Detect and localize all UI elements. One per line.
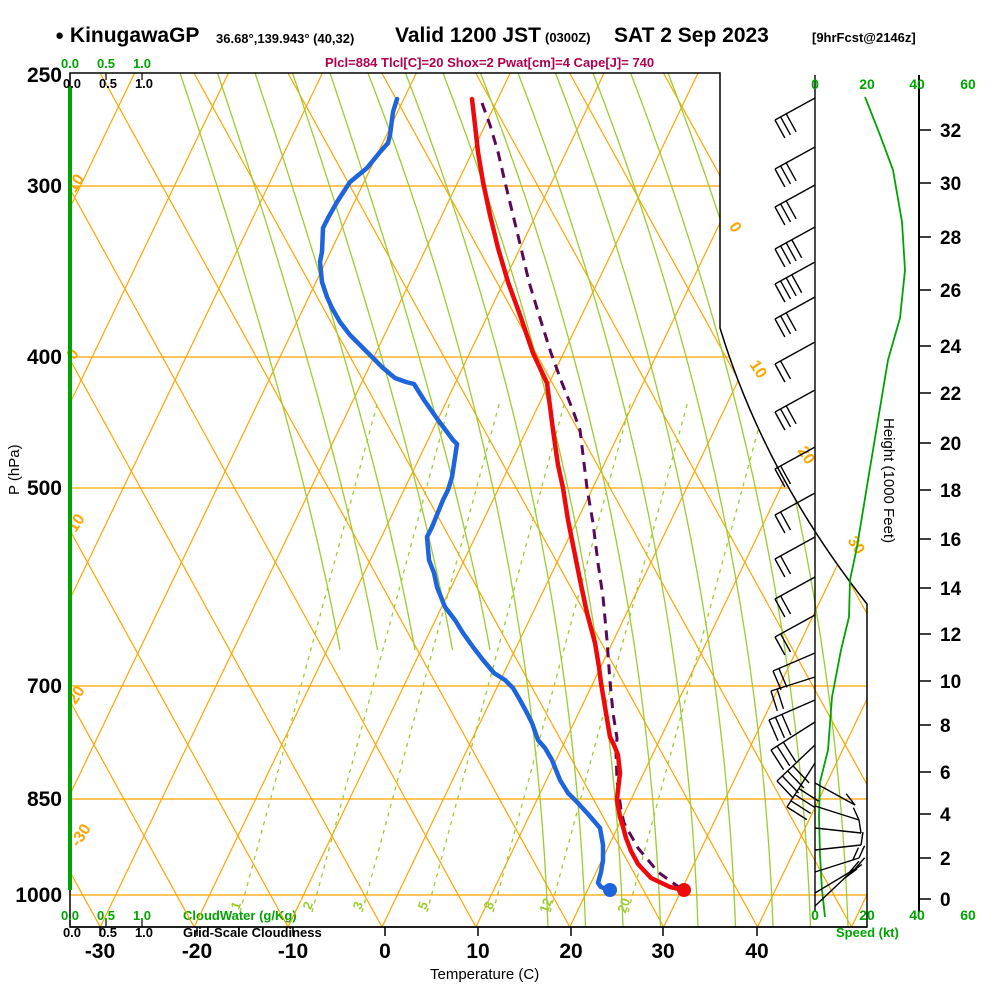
svg-text:10: 10 (64, 171, 88, 195)
svg-text:1.0: 1.0 (133, 908, 151, 923)
svg-text:24: 24 (940, 337, 962, 358)
svg-text:60: 60 (960, 76, 976, 92)
forecast-tag: [9hrFcst@2146z] (812, 30, 916, 45)
svg-text:400: 400 (27, 346, 62, 369)
svg-text:2: 2 (299, 899, 316, 911)
svg-text:40: 40 (909, 907, 925, 923)
svg-text:0: 0 (64, 346, 83, 363)
svg-text:-30: -30 (85, 940, 115, 963)
svg-text:20: 20 (559, 940, 582, 963)
svg-text:-10: -10 (62, 511, 89, 540)
svg-text:26: 26 (940, 281, 961, 302)
svg-text:0.0: 0.0 (63, 76, 81, 91)
svg-text:8: 8 (940, 716, 951, 737)
temperature-curve (469, 96, 687, 893)
svg-text:40: 40 (745, 940, 768, 963)
station-bullet-and-name: ● KinugawaGP (55, 24, 199, 48)
bullet-icon: ● (55, 27, 65, 44)
svg-text:20: 20 (859, 907, 875, 923)
temperature-axis-title: Temperature (C) (430, 966, 540, 983)
svg-text:14: 14 (940, 579, 962, 600)
svg-text:0: 0 (940, 890, 951, 911)
moist-adiabats (179, 73, 849, 927)
svg-text:2: 2 (940, 849, 951, 870)
speed-axis-title: Speed (kt) (836, 925, 899, 940)
svg-text:28: 28 (940, 228, 961, 249)
svg-text:1.0: 1.0 (135, 76, 153, 91)
svg-text:20: 20 (614, 896, 633, 915)
svg-text:1: 1 (227, 899, 244, 911)
svg-text:1.0: 1.0 (133, 56, 151, 71)
svg-text:-10: -10 (278, 940, 308, 963)
svg-text:700: 700 (27, 675, 62, 698)
svg-text:1000: 1000 (15, 884, 62, 907)
svg-text:0.5: 0.5 (97, 908, 115, 923)
svg-text:30: 30 (940, 174, 961, 195)
wind-barbs (768, 75, 866, 912)
parcel-ascent-curve (480, 102, 681, 890)
sounding-parameters: Plcl=884 Tlcl[C]=20 Shox=2 Pwat[cm]=4 Ca… (325, 55, 655, 70)
surface-temperature-dot (677, 883, 691, 897)
svg-text:20: 20 (940, 434, 961, 455)
plot-border (69, 72, 868, 928)
svg-text:250: 250 (27, 64, 62, 87)
svg-text:10: 10 (940, 672, 961, 693)
svg-text:20: 20 (859, 76, 875, 92)
station-coords: 36.68°,139.943° (40,32) (216, 31, 355, 46)
svg-text:10: 10 (466, 940, 489, 963)
svg-text:-20: -20 (182, 940, 212, 963)
svg-text:500: 500 (27, 477, 62, 500)
svg-text:0.5: 0.5 (99, 925, 117, 940)
svg-text:0.5: 0.5 (97, 56, 115, 71)
svg-text:0.5: 0.5 (99, 76, 117, 91)
mixing-ratio-labels: 1 2 3 5 8 12 20 (227, 896, 633, 915)
svg-text:0: 0 (811, 76, 819, 92)
svg-text:6: 6 (940, 763, 951, 784)
dewpoint-curve (317, 96, 613, 893)
svg-text:30: 30 (651, 940, 674, 963)
svg-text:8: 8 (480, 899, 497, 911)
station-name: KinugawaGP (69, 24, 200, 47)
valid-zulu: (0300Z) (545, 30, 591, 45)
valid-date: SAT 2 Sep 2023 (614, 24, 769, 47)
svg-text:0: 0 (379, 940, 391, 963)
svg-text:18: 18 (940, 481, 961, 502)
svg-text:3: 3 (349, 899, 366, 911)
svg-text:22: 22 (940, 384, 961, 405)
svg-text:0.0: 0.0 (61, 56, 79, 71)
valid-time: Valid 1200 JST (395, 24, 541, 47)
svg-text:-20: -20 (62, 683, 89, 712)
cloudwater-scales: 0.0 0.0 0.0 0.0 0.5 0.5 0.5 0.5 1.0 1.0 1.0 1.0 (61, 56, 153, 940)
mixing-ratio-lines (239, 399, 767, 913)
svg-text:12: 12 (940, 625, 961, 646)
svg-text:0.0: 0.0 (63, 925, 81, 940)
svg-text:0: 0 (725, 219, 744, 236)
svg-text:0: 0 (811, 907, 819, 923)
svg-text:850: 850 (27, 788, 62, 811)
svg-text:40: 40 (909, 76, 925, 92)
svg-text:32: 32 (940, 121, 961, 142)
svg-text:12: 12 (536, 896, 555, 915)
svg-text:4: 4 (940, 805, 951, 826)
cloudiness-axis-title: Grid-Scale Cloudiness (183, 925, 322, 940)
wind-speed-profile (818, 96, 906, 918)
svg-text:1.0: 1.0 (135, 925, 153, 940)
surface-dewpoint-dot (603, 883, 617, 897)
svg-text:60: 60 (960, 907, 976, 923)
svg-text:5: 5 (414, 899, 431, 911)
cloudwater-axis-title: CloudWater (g/Kg) (183, 908, 297, 923)
svg-text:10: 10 (746, 357, 770, 381)
svg-text:300: 300 (27, 175, 62, 198)
svg-text:16: 16 (940, 530, 961, 551)
svg-text:0.0: 0.0 (61, 908, 79, 923)
